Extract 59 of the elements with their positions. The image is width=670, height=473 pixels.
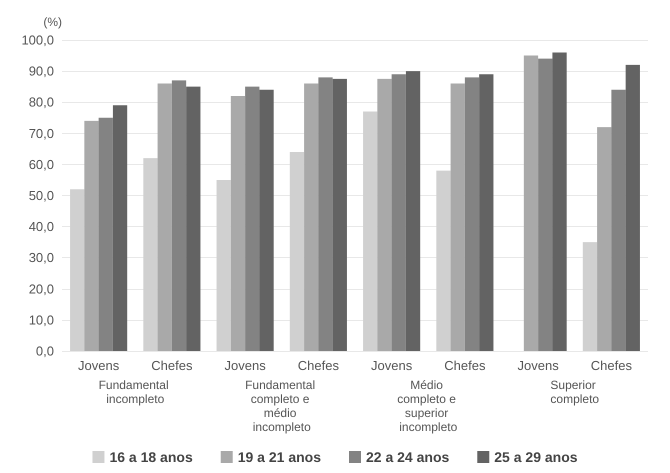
bar bbox=[363, 112, 378, 351]
x-tick-label: Chefes bbox=[444, 358, 486, 373]
bar bbox=[538, 58, 552, 351]
y-tick-label: 0,0 bbox=[36, 344, 54, 358]
bar bbox=[304, 84, 318, 351]
bar bbox=[377, 78, 392, 351]
bar bbox=[450, 84, 465, 351]
bar bbox=[611, 90, 626, 351]
bar bbox=[332, 78, 347, 351]
x-tick-label: Jovens bbox=[371, 358, 413, 373]
legend-label: 19 a 21 anos bbox=[238, 449, 322, 465]
bar bbox=[582, 242, 598, 351]
bar bbox=[216, 180, 231, 351]
bar bbox=[552, 52, 567, 351]
y-tick-label: 100,0 bbox=[21, 32, 54, 48]
bar bbox=[158, 84, 172, 351]
bar bbox=[406, 71, 420, 351]
bar bbox=[479, 74, 494, 351]
bar bbox=[70, 189, 84, 351]
bar bbox=[436, 170, 451, 351]
x-tick-label: Chefes bbox=[298, 358, 340, 373]
y-tick-label: 40,0 bbox=[28, 219, 54, 234]
bar bbox=[626, 64, 640, 351]
x-tick-label: Jovens bbox=[224, 358, 266, 373]
y-tick-label: 90,0 bbox=[28, 64, 54, 79]
bar bbox=[245, 86, 260, 351]
bar bbox=[464, 77, 480, 351]
text: Superior completo bbox=[550, 378, 600, 406]
y-tick-label: 20,0 bbox=[28, 281, 54, 296]
bar bbox=[84, 120, 99, 351]
bar bbox=[524, 56, 538, 351]
legend-label: 22 a 24 anos bbox=[366, 449, 450, 465]
x-tick-label: Jovens bbox=[78, 358, 120, 373]
legend-label: 25 a 29 anos bbox=[494, 449, 578, 465]
legend-label: 16 a 18 anos bbox=[109, 449, 193, 465]
bar bbox=[318, 77, 333, 351]
bar bbox=[112, 105, 128, 351]
bar bbox=[143, 158, 158, 351]
bar bbox=[98, 118, 113, 351]
y-tick-label: 30,0 bbox=[28, 250, 54, 266]
x-tick-label: Chefes bbox=[590, 358, 632, 373]
y-tick-label: 60,0 bbox=[28, 156, 54, 172]
y-axis-title: (%) bbox=[43, 15, 62, 29]
x-tick-label: Jovens bbox=[518, 358, 560, 373]
y-tick-label: 50,0 bbox=[28, 188, 54, 203]
text: Fundamental incompleto bbox=[98, 378, 172, 406]
bar bbox=[597, 127, 612, 351]
x-tick-label: Chefes bbox=[151, 358, 193, 373]
bar bbox=[186, 86, 200, 351]
y-tick-label: 10,0 bbox=[28, 312, 54, 328]
text: Fundamental completo e médio incompleto bbox=[245, 378, 318, 434]
y-tick-label: 80,0 bbox=[28, 94, 54, 110]
bar bbox=[392, 74, 406, 351]
y-tick-label: 70,0 bbox=[28, 126, 54, 141]
bar bbox=[259, 90, 274, 351]
bar bbox=[290, 152, 304, 351]
text: Médio completo e superior incompleto bbox=[397, 378, 460, 434]
bar bbox=[230, 96, 246, 351]
bar bbox=[172, 80, 186, 351]
